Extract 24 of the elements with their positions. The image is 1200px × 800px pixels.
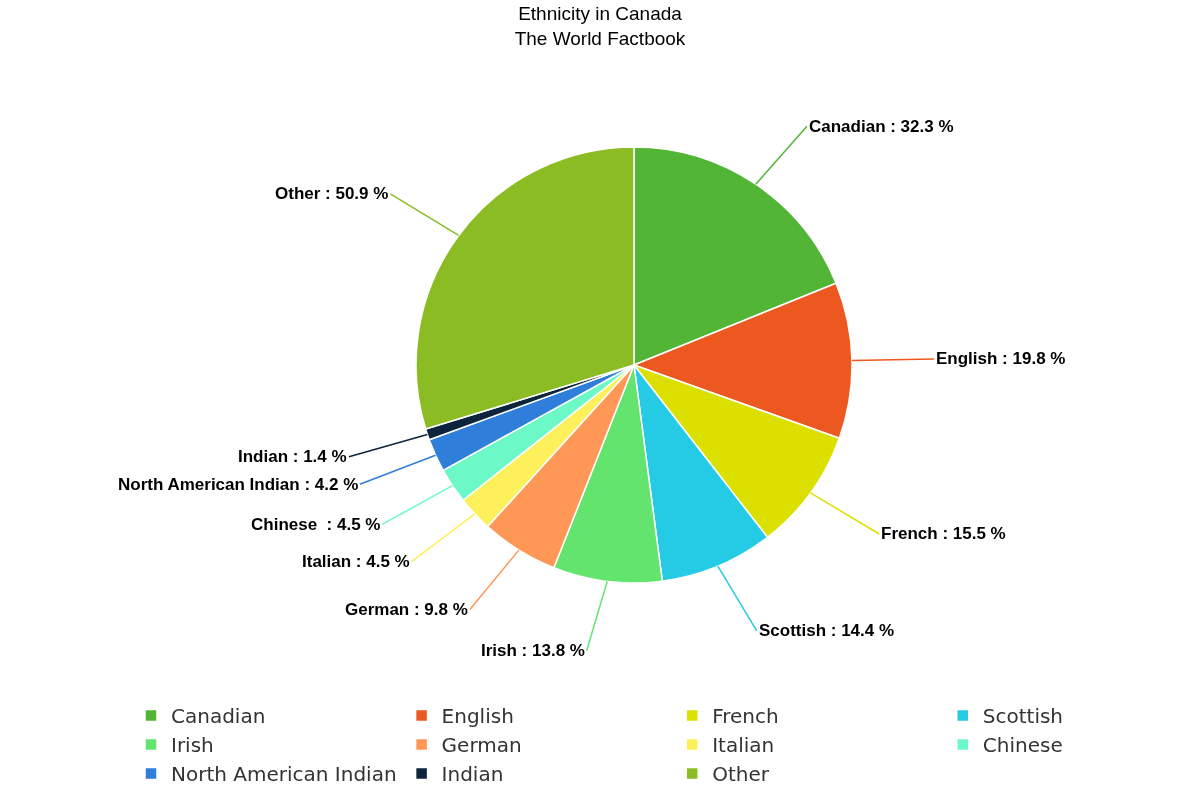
legend-label: Italian [712, 733, 775, 758]
legend-label: Canadian [171, 704, 266, 729]
legend-label: French [712, 704, 779, 729]
data-label: Italian : 4.5 % [302, 552, 410, 571]
data-label: Canadian : 32.3 % [809, 117, 954, 136]
legend-label: Irish [171, 733, 214, 758]
data-label: Other : 50.9 % [275, 184, 389, 203]
legend-label: Chinese [982, 733, 1063, 758]
legend-label: Other [712, 762, 770, 787]
data-label: German : 9.8 % [345, 600, 468, 619]
legend-label: Indian [441, 762, 504, 787]
legend-label: German [441, 733, 522, 758]
data-label: English : 19.8 % [936, 349, 1066, 368]
data-label: North American Indian : 4.2 % [118, 475, 359, 494]
data-label: Indian : 1.4 % [238, 447, 347, 466]
legend-label: English [441, 704, 514, 729]
chart-subtitle: The World Factbook [514, 27, 686, 49]
data-label: Chinese : 4.5 % [251, 515, 381, 534]
data-label: French : 15.5 % [881, 524, 1006, 543]
legend-label: North American Indian [171, 762, 397, 787]
data-label: Irish : 13.8 % [481, 641, 585, 660]
chart-title: Ethnicity in Canada [518, 3, 683, 24]
legend-label: Scottish [982, 704, 1064, 729]
data-label: Scottish : 14.4 % [759, 621, 895, 640]
